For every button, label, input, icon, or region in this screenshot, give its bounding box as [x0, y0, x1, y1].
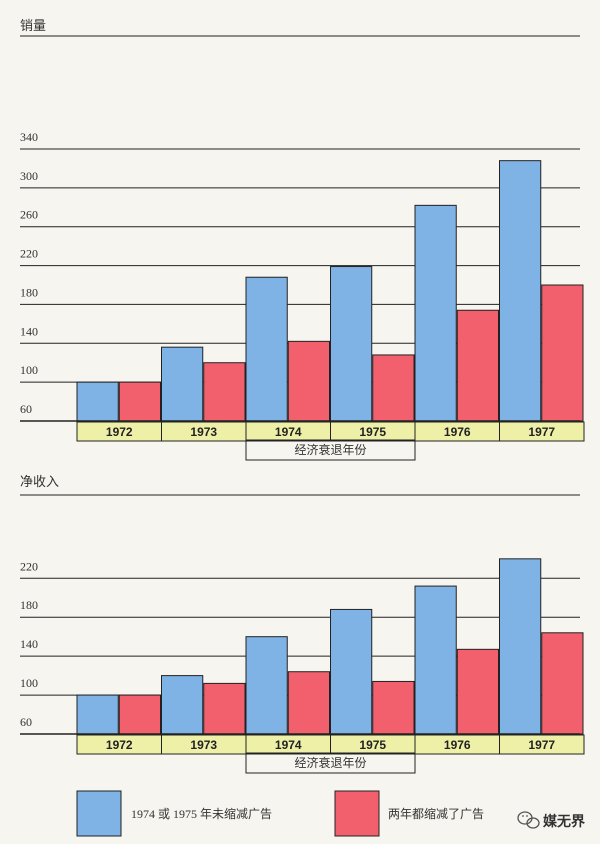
x-tick-label: 1972: [106, 425, 133, 439]
bar-blue: [499, 558, 542, 735]
y-tick-label: 100: [20, 363, 38, 377]
wechat-icon: [517, 811, 540, 829]
bar-blue: [414, 204, 457, 422]
recession-bracket: [245, 439, 416, 461]
bar-blue: [245, 276, 288, 422]
bar-red: [372, 354, 415, 422]
bar-blue: [245, 636, 288, 735]
bar-red: [456, 309, 499, 422]
sales-chart: 销量 60 100 140 180 220 260 300 340 1972 1973 1974 197…: [20, 19, 585, 461]
bar-red: [118, 381, 161, 422]
x-tick-label: 1975: [359, 425, 386, 439]
bar-blue: [330, 608, 373, 735]
bar-red: [118, 694, 161, 735]
bar-red: [541, 632, 584, 735]
x-tick-label: 1973: [190, 425, 217, 439]
legend-swatch-red: [334, 790, 380, 837]
x-tick-label: 1976: [444, 738, 471, 752]
bar-blue: [414, 585, 457, 735]
y-tick-label: 220: [20, 559, 38, 573]
x-tick-label: 1977: [528, 425, 555, 439]
x-tick-label: 1972: [106, 738, 133, 752]
x-tick-label: 1973: [190, 738, 217, 752]
recession-label: 经济衰退年份: [294, 755, 366, 770]
axis-title: 净收入: [20, 475, 59, 490]
watermark-text: 媒无界: [542, 813, 586, 830]
bar-red: [287, 340, 330, 422]
y-tick-label: 60: [20, 402, 32, 416]
x-tick-label: 1975: [359, 738, 386, 752]
x-tick-label: 1974: [275, 425, 302, 439]
y-tick-label: 180: [20, 285, 38, 299]
y-tick-label: 260: [20, 208, 38, 222]
bar-blue: [330, 266, 373, 422]
y-tick-label: 300: [20, 169, 38, 183]
bar-blue: [499, 160, 542, 422]
y-tick-label: 100: [20, 676, 38, 690]
legend-label-red: 两年都缩减了广告: [388, 806, 484, 821]
legend: 1974 或 1975 年未缩减广告 两年都缩减了广告: [76, 790, 484, 837]
bar-blue: [76, 694, 119, 735]
axis-title: 销量: [20, 19, 46, 34]
bar-blue: [161, 675, 204, 735]
legend-label-blue: 1974 或 1975 年未缩减广告: [131, 806, 272, 821]
y-tick-label: 340: [20, 130, 38, 144]
x-tick-label: 1977: [528, 738, 555, 752]
bar-red: [456, 648, 499, 735]
y-tick-label: 140: [20, 637, 38, 651]
recession-bracket: [245, 752, 416, 774]
bar-red: [541, 284, 584, 422]
net-income-chart: 净收入 60 100 140 180 220 1972 1973 1974 1975 1976 197…: [20, 475, 585, 774]
y-tick-label: 60: [20, 715, 32, 729]
legend-swatch-blue: [76, 790, 122, 837]
y-tick-label: 140: [20, 324, 38, 338]
watermark: 媒无界: [517, 811, 586, 830]
bar-blue: [76, 381, 119, 422]
x-tick-label: 1976: [444, 425, 471, 439]
bar-blue: [161, 346, 204, 422]
x-tick-label: 1974: [275, 738, 302, 752]
bar-red: [203, 682, 246, 735]
y-tick-label: 220: [20, 247, 38, 261]
bar-red: [203, 362, 246, 422]
recession-label: 经济衰退年份: [294, 442, 366, 457]
y-tick-label: 180: [20, 598, 38, 612]
bar-red: [287, 671, 330, 735]
bar-red: [372, 680, 415, 735]
